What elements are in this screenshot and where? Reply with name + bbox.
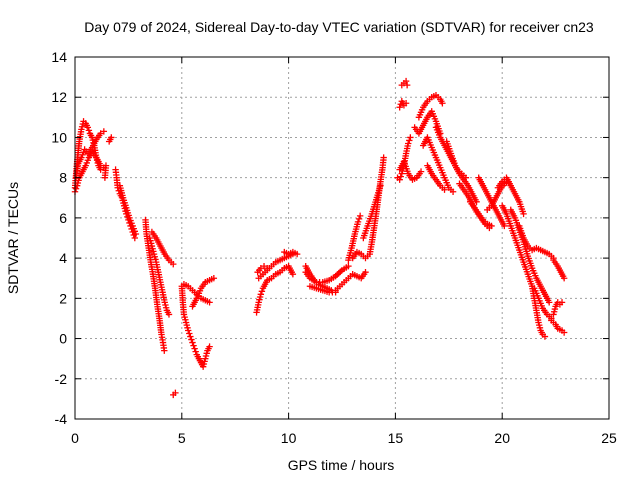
data-point [407,134,414,141]
data-point [192,348,199,355]
data-point [185,327,192,334]
data-point [402,100,410,107]
data-point [206,343,213,350]
data-point [102,162,110,169]
x-axis-ticks: 0 5 10 15 20 25 [71,57,617,446]
data-point [406,137,413,144]
y-tick-label: 12 [51,89,67,105]
data-point [97,162,104,169]
data-point [190,342,197,349]
data-point [188,336,195,343]
data-point [172,389,179,397]
data-point [161,347,168,354]
data-point [100,128,108,135]
data-point [417,168,425,175]
x-axis-label: GPS time / hours [288,457,395,473]
data-point [210,275,218,282]
data-point [560,329,568,336]
data-point [560,275,568,282]
data-point [131,234,139,242]
data-point [97,130,104,137]
data-point [362,268,369,276]
data-point [541,333,549,340]
y-tick-label: -2 [55,371,68,387]
data-point [380,154,387,161]
chart-title: Day 079 of 2024, Sidereal Day-to-day VTE… [84,19,594,35]
x-tick-label: 10 [281,430,297,446]
data-points [71,77,568,399]
data-point [257,291,265,298]
data-point [165,311,173,318]
data-point [260,262,268,270]
data-point [397,173,404,180]
data-point [396,104,403,111]
data-point [545,299,553,306]
data-point [354,218,362,226]
data-point [170,260,177,268]
data-point [289,271,297,278]
y-tick-label: -4 [55,411,68,427]
data-point [473,198,480,205]
y-tick-label: 8 [59,170,67,186]
data-point [72,185,80,192]
data-point [345,262,352,270]
data-point [488,222,495,230]
data-point [186,330,193,337]
data-point [264,264,271,272]
data-point [355,215,363,223]
x-tick-label: 25 [601,430,617,446]
y-tick-label: 4 [59,250,67,266]
x-tick-label: 0 [71,430,79,446]
data-point [257,264,265,272]
data-point [85,127,93,134]
y-tick-label: 6 [59,210,67,226]
y-tick-label: 14 [51,49,67,65]
data-point [520,210,527,218]
y-tick-label: 10 [51,129,67,145]
data-point [356,212,364,220]
data-point [191,345,198,352]
y-axis-label: SDTVAR / TECUs [5,182,21,294]
x-tick-label: 15 [388,430,404,446]
data-point [501,222,508,230]
data-point [332,289,339,296]
data-point [405,140,412,147]
y-axis-ticks: -4 -2 0 2 4 6 8 10 12 14 [51,49,609,427]
data-point [84,124,92,131]
data-point [403,81,411,89]
grid-lines [75,57,609,419]
data-point [558,299,566,306]
data-point [402,77,410,85]
data-point [449,188,457,195]
data-point [206,299,213,306]
data-point [258,288,266,295]
y-tick-label: 0 [59,331,67,347]
data-point [439,100,446,107]
plot-frame [74,56,610,420]
data-point [441,186,448,193]
data-point [293,250,301,258]
data-point [108,134,115,141]
x-tick-label: 20 [494,430,510,446]
x-tick-label: 5 [178,430,186,446]
data-point [187,333,194,340]
data-point [396,176,403,183]
y-tick-label: 2 [59,290,67,306]
data-point [377,182,384,189]
data-point [132,230,140,238]
data-point [189,339,196,346]
